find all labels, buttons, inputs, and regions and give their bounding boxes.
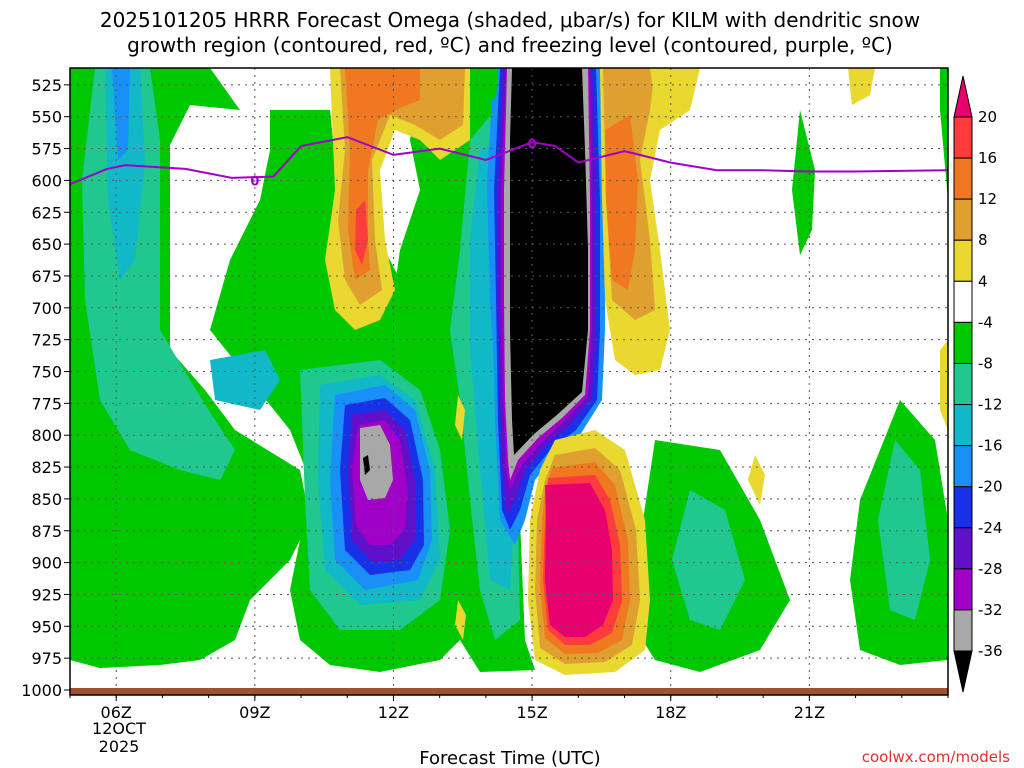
x-axis-date-line-1: 12OCT bbox=[92, 719, 146, 738]
freezing-level-label-1: 0 bbox=[528, 137, 537, 152]
omega-band-subsidence-darkorange-16z bbox=[605, 115, 638, 290]
freezing-level-label-0: 0 bbox=[250, 174, 259, 189]
omega-band-subsidence-yellow-13z-upper bbox=[455, 395, 465, 440]
y-tick-label-950: 950 bbox=[31, 617, 62, 636]
y-tick-label-600: 600 bbox=[31, 171, 62, 190]
y-tick-label-900: 900 bbox=[31, 554, 62, 573]
colorbar-level--24: -24 bbox=[978, 519, 1003, 537]
y-tick-label-825: 825 bbox=[31, 458, 62, 477]
freezing-level-line bbox=[70, 136, 948, 186]
omega-band-subsidence-yellow-19z bbox=[748, 455, 765, 505]
omega-band-weak-ascent-east-edge bbox=[940, 68, 948, 200]
x-axis-label: Forecast Time (UTC) bbox=[419, 748, 600, 768]
omega-band-ascent-black-central bbox=[363, 455, 370, 475]
omega-band-subsidence-red-11z bbox=[355, 200, 368, 265]
omega-band-moderate-ascent-east bbox=[672, 490, 745, 630]
colorbar-bin-3 bbox=[953, 198, 973, 241]
omega-band-subsidence-yellow-east-edge bbox=[940, 340, 948, 430]
colorbar-bin-7 bbox=[953, 362, 973, 406]
y-axis: 525 550 575 600 625 650 675 700 725 750 775 800 825 8… bbox=[21, 76, 70, 700]
x-tick-label-18Z: 18Z bbox=[655, 703, 686, 722]
colorbar-bin-13 bbox=[953, 609, 973, 652]
omega-band-subsidence-magenta-15z bbox=[545, 483, 613, 637]
omega-band-core-black bbox=[510, 68, 588, 455]
y-tick-label-925: 925 bbox=[31, 585, 62, 604]
colorbar-level--16: -16 bbox=[978, 437, 1003, 455]
colorbar-bin-12 bbox=[953, 568, 973, 611]
colorbar-level--4: -4 bbox=[978, 313, 993, 331]
colorbar-level--36: -36 bbox=[978, 642, 1003, 660]
y-tick-label-850: 850 bbox=[31, 490, 62, 509]
omega-band-ascent-cyan-west-2 bbox=[210, 350, 280, 410]
omega-band-subsidence-yellow-13z-lower bbox=[455, 600, 466, 640]
plot-frame bbox=[69, 67, 949, 696]
x-tick-label-15Z: 15Z bbox=[516, 703, 547, 722]
colorbar-bottom-triangle bbox=[953, 650, 973, 693]
colorbar-bin-2 bbox=[953, 157, 973, 200]
colorbar-level--12: -12 bbox=[978, 396, 1003, 414]
plot-area: 00 bbox=[70, 68, 948, 695]
y-tick-label-800: 800 bbox=[31, 426, 62, 445]
colorbar-level--28: -28 bbox=[978, 560, 1003, 578]
y-tick-label-550: 550 bbox=[31, 108, 62, 127]
y-tick-label-725: 725 bbox=[31, 331, 62, 350]
y-tick-label-975: 975 bbox=[31, 649, 62, 668]
omega-band-ascent-gray-central bbox=[360, 425, 393, 500]
y-tick-label-1000: 1000 bbox=[21, 681, 62, 700]
colorbar-bin-8 bbox=[953, 404, 973, 447]
colorbar-level-4: 4 bbox=[978, 272, 988, 290]
colorbar-top-triangle bbox=[953, 75, 973, 118]
x-axis: 06Z 09Z 12Z 15Z 18Z 21Z bbox=[69, 695, 949, 722]
freezing-level-labels: 00 bbox=[250, 137, 537, 189]
chart-title-line-1: 2025101205 HRRR Forecast Omega (shaded, … bbox=[100, 8, 920, 32]
x-tick-label-06Z: 06Z bbox=[101, 703, 132, 722]
colorbar-level-16: 16 bbox=[978, 149, 997, 167]
colorbar-level--32: -32 bbox=[978, 601, 1003, 619]
y-tick-label-650: 650 bbox=[31, 235, 62, 254]
colorbar-level--20: -20 bbox=[978, 478, 1003, 496]
y-tick-label-625: 625 bbox=[31, 203, 62, 222]
colorbar-bin-5 bbox=[953, 280, 973, 323]
y-tick-label-575: 575 bbox=[31, 140, 62, 159]
omega-band-moderate-ascent-far-east bbox=[878, 440, 930, 620]
y-tick-label-525: 525 bbox=[31, 76, 62, 95]
colorbar-level-20: 20 bbox=[978, 108, 997, 126]
chart-title-line-2: growth region (contoured, red, ºC) and f… bbox=[127, 33, 893, 57]
y-tick-label-775: 775 bbox=[31, 394, 62, 413]
colorbar-level-12: 12 bbox=[978, 190, 997, 208]
x-tick-label-21Z: 21Z bbox=[794, 703, 825, 722]
omega-band-subsidence-yellow-21z bbox=[848, 68, 875, 105]
colorbar-bin-4 bbox=[953, 239, 973, 282]
y-tick-label-700: 700 bbox=[31, 299, 62, 318]
ground-surface bbox=[70, 688, 948, 695]
y-tick-label-675: 675 bbox=[31, 267, 62, 286]
colorbar-bin-6 bbox=[953, 321, 973, 364]
x-axis-date-line-2: 2025 bbox=[99, 737, 140, 756]
y-tick-label-875: 875 bbox=[31, 522, 62, 541]
colorbar-level--8: -8 bbox=[978, 354, 993, 372]
colorbar-level-8: 8 bbox=[978, 231, 988, 249]
credit-text: coolwx.com/models bbox=[862, 748, 1010, 766]
colorbar-bin-10 bbox=[953, 486, 973, 529]
colorbar: 20 16 12 8 4 -4 -8 -12 -16 -20 -24 -28 -32 -36 bbox=[953, 75, 1003, 693]
omega-band-subsidence-yellow-17z-upper bbox=[650, 68, 680, 105]
x-tick-label-12Z: 12Z bbox=[378, 703, 409, 722]
colorbar-bin-9 bbox=[953, 445, 973, 488]
y-tick-label-750: 750 bbox=[31, 363, 62, 382]
colorbar-bin-1 bbox=[953, 116, 973, 159]
x-tick-label-09Z: 09Z bbox=[239, 703, 270, 722]
omega-band-ascent-cyan-west bbox=[105, 68, 145, 280]
colorbar-bin-11 bbox=[953, 527, 973, 570]
omega-band-weak-ascent-20z bbox=[792, 110, 815, 255]
